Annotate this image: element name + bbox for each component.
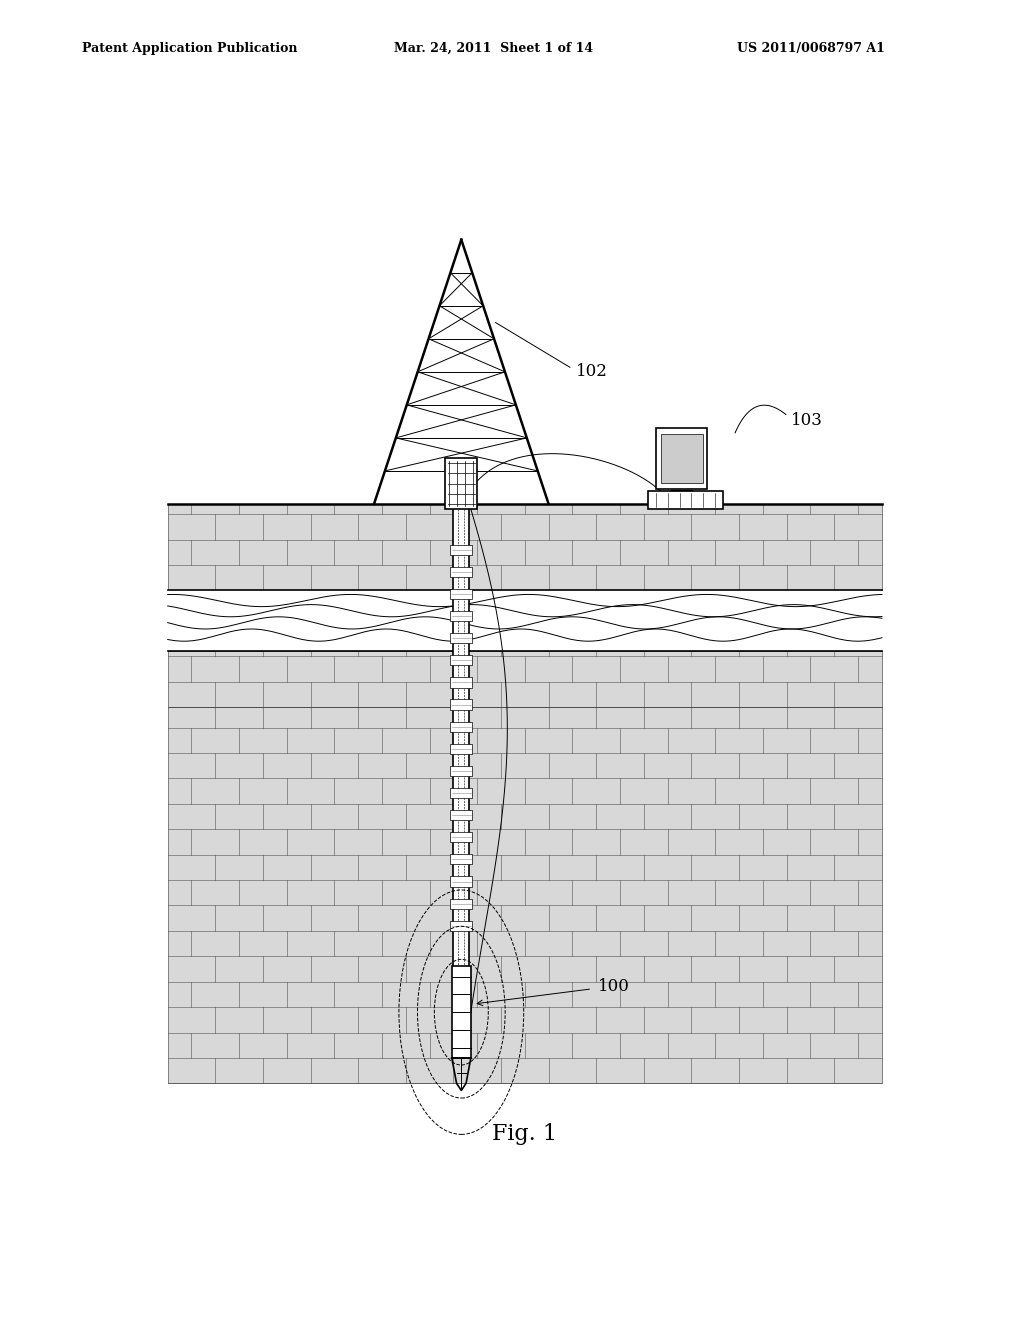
- Bar: [451, 788, 472, 799]
- Bar: [451, 611, 472, 622]
- Bar: [451, 766, 472, 776]
- Text: 100: 100: [598, 978, 630, 995]
- Text: Mar. 24, 2011  Sheet 1 of 14: Mar. 24, 2011 Sheet 1 of 14: [394, 42, 593, 55]
- Bar: [451, 677, 472, 688]
- Bar: [168, 708, 882, 1084]
- Text: 103: 103: [791, 412, 822, 429]
- Bar: [451, 899, 472, 908]
- Bar: [648, 491, 723, 510]
- Bar: [445, 458, 477, 510]
- Bar: [655, 428, 708, 488]
- Bar: [451, 545, 472, 554]
- Text: Patent Application Publication: Patent Application Publication: [82, 42, 297, 55]
- Bar: [451, 743, 472, 754]
- Bar: [451, 700, 472, 710]
- Bar: [452, 966, 471, 1057]
- Bar: [660, 434, 702, 483]
- Bar: [454, 510, 469, 966]
- Bar: [451, 655, 472, 665]
- Bar: [451, 722, 472, 731]
- Bar: [451, 921, 472, 931]
- Bar: [168, 590, 882, 651]
- Bar: [451, 566, 472, 577]
- Text: 102: 102: [577, 363, 608, 380]
- Bar: [451, 832, 472, 842]
- Text: 101: 101: [583, 599, 614, 616]
- Bar: [168, 651, 882, 708]
- Bar: [168, 504, 882, 590]
- Bar: [451, 810, 472, 820]
- Text: US 2011/0068797 A1: US 2011/0068797 A1: [737, 42, 885, 55]
- Bar: [451, 854, 472, 865]
- Bar: [451, 589, 472, 599]
- Bar: [451, 634, 472, 643]
- Text: Fig. 1: Fig. 1: [493, 1123, 557, 1146]
- Bar: [451, 876, 472, 887]
